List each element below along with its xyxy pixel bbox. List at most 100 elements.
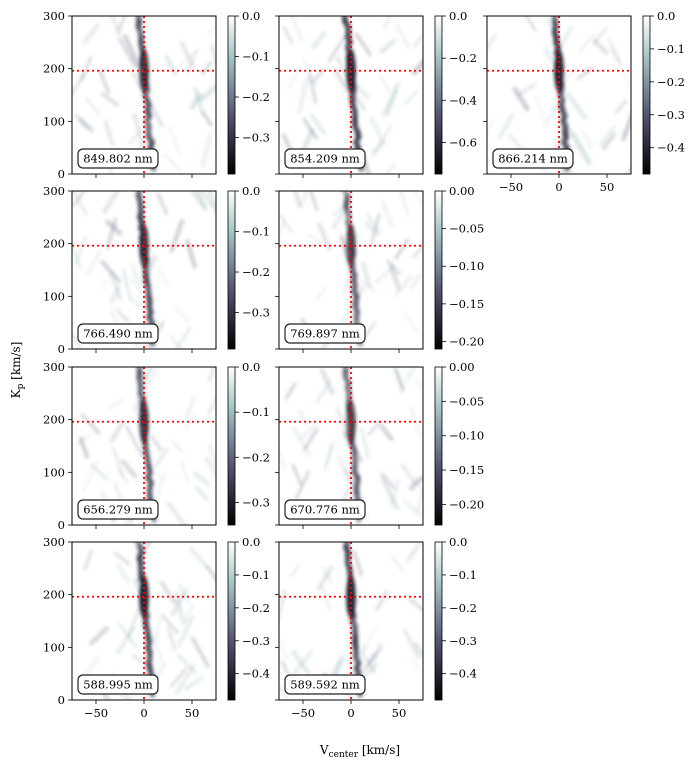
colorbar: 0.0 −0.1 −0.2 −0.3 −0.4 [434, 535, 477, 701]
noise-streak [327, 34, 348, 63]
ylabel-main: K [9, 388, 23, 398]
signal-trail [135, 16, 143, 25]
colorbar: 0.0 −0.1 −0.2 −0.3 [227, 9, 270, 175]
y-tick-label: 200 [43, 62, 65, 76]
colorbar-tick-label: −0.15 [449, 463, 484, 477]
noise-streak [282, 25, 294, 45]
noise-streak [195, 486, 209, 501]
noise-streak [127, 604, 142, 636]
colorbar-tick-label: 0.0 [242, 9, 260, 23]
colorbar-tick-label: 0.0 [242, 360, 260, 374]
ylabel-unit: [km/s] [9, 342, 23, 380]
y-tick-label: 200 [43, 588, 65, 602]
colorbar: 0.0 −0.1 −0.2 −0.3 −0.4 [227, 535, 270, 701]
noise-streak [81, 413, 101, 435]
colorbar-tick-label: −0.2 [242, 265, 270, 279]
wavelength-label-text: 670.776 nm [290, 503, 360, 517]
noise-streak [592, 27, 608, 45]
noise-streak [190, 636, 210, 668]
noise-streak [89, 626, 109, 646]
wavelength-label: 854.209 nm [284, 148, 366, 169]
wavelength-label: 766.490 nm [77, 323, 159, 344]
colorbar-tick-label: 0.0 [242, 184, 260, 198]
noise-streak [379, 424, 394, 441]
colorbar-gradient [227, 541, 236, 701]
colorbar-tick-label: −0.20 [449, 334, 484, 348]
y-tick-label: 0 [58, 693, 65, 707]
noise-streak [152, 614, 163, 644]
noise-streak [370, 213, 381, 246]
colorbar-tick-label: −0.2 [242, 90, 270, 104]
noise-streak [410, 272, 422, 290]
noise-streak [72, 72, 86, 97]
noise-streak [362, 651, 377, 673]
noise-streak [326, 438, 339, 464]
noise-streak [284, 382, 297, 400]
noise-streak [128, 297, 146, 312]
noise-streak [193, 86, 205, 117]
noise-streak [316, 565, 334, 591]
ylabel-sub: p [16, 383, 26, 389]
noise-streak [360, 427, 371, 460]
colorbar-tick-label: −0.10 [449, 259, 484, 273]
noise-streak [408, 475, 423, 491]
y-tick-label: 300 [43, 535, 65, 549]
noise-streak [291, 426, 312, 457]
noise-streak [199, 83, 216, 102]
y-tick-label: 100 [43, 114, 65, 128]
noise-streak [379, 38, 397, 54]
noise-streak [415, 487, 423, 514]
y-tick-label: 300 [43, 9, 65, 23]
noise-streak [571, 130, 592, 164]
noise-streak [394, 274, 413, 297]
noise-streak [352, 550, 363, 577]
noise-streak [116, 626, 136, 655]
x-tick-label: −50 [499, 180, 523, 194]
noise-streak [579, 33, 596, 52]
x-tick-label: 0 [140, 706, 147, 720]
noise-streak [177, 614, 195, 647]
noise-streak [402, 311, 423, 337]
noise-streak [279, 214, 292, 233]
colorbar-tick-label: −0.3 [242, 306, 270, 320]
wavelength-label-text: 866.214 nm [498, 152, 568, 166]
colorbar-tick-label: −0.2 [242, 601, 270, 615]
colorbar-tick-label: 0.0 [657, 9, 675, 23]
noise-streak [85, 97, 101, 116]
wavelength-label-text: 656.279 nm [83, 503, 153, 517]
noise-streak [183, 603, 194, 623]
wavelength-label-box [77, 148, 159, 169]
colorbar-tick-label: 0.0 [449, 9, 467, 23]
colorbar-tick-label: −0.1 [242, 405, 270, 419]
colorbar-tick-label: −0.1 [242, 568, 270, 582]
noise-streak [311, 31, 327, 50]
panel-766490: 0 100 200 300 766.490 nm 0.0 −0.1 −0.2 −0.3 [43, 184, 270, 356]
colorbar-tick-label: −0.05 [449, 394, 484, 408]
panel-849802: 0 100 200 300 849.802 nm 0.0 −0.1 −0.2 −0.3 [43, 9, 270, 181]
x-axis-label: Vcenter [km/s] [319, 743, 400, 760]
noise-streak [279, 448, 287, 468]
x-tick-label: 50 [600, 180, 615, 194]
noise-streak [189, 547, 208, 568]
noise-streak [400, 463, 416, 485]
noise-streak [380, 200, 393, 227]
panel-670776: 670.776 nm 0.00 −0.05 −0.10 −0.15 −0.20 [275, 360, 484, 529]
colorbar: 0.00 −0.05 −0.10 −0.15 −0.20 [434, 360, 484, 526]
noise-streak [116, 16, 127, 33]
y-tick-label: 200 [43, 237, 65, 251]
colorbar-tick-label: −0.4 [242, 667, 270, 681]
noise-streak [576, 66, 594, 81]
noise-streak [300, 422, 318, 440]
noise-streak [181, 49, 199, 65]
noise-streak [581, 129, 594, 150]
noise-streak [385, 162, 397, 174]
noise-streak [168, 126, 182, 156]
noise-streak [319, 368, 335, 395]
noise-streak [199, 191, 215, 209]
noise-streak [175, 326, 192, 349]
noise-streak [98, 69, 111, 95]
noise-streak [411, 658, 423, 677]
noise-streak [317, 222, 332, 252]
noise-streak [72, 333, 83, 349]
y-tick-label: 300 [43, 360, 65, 374]
